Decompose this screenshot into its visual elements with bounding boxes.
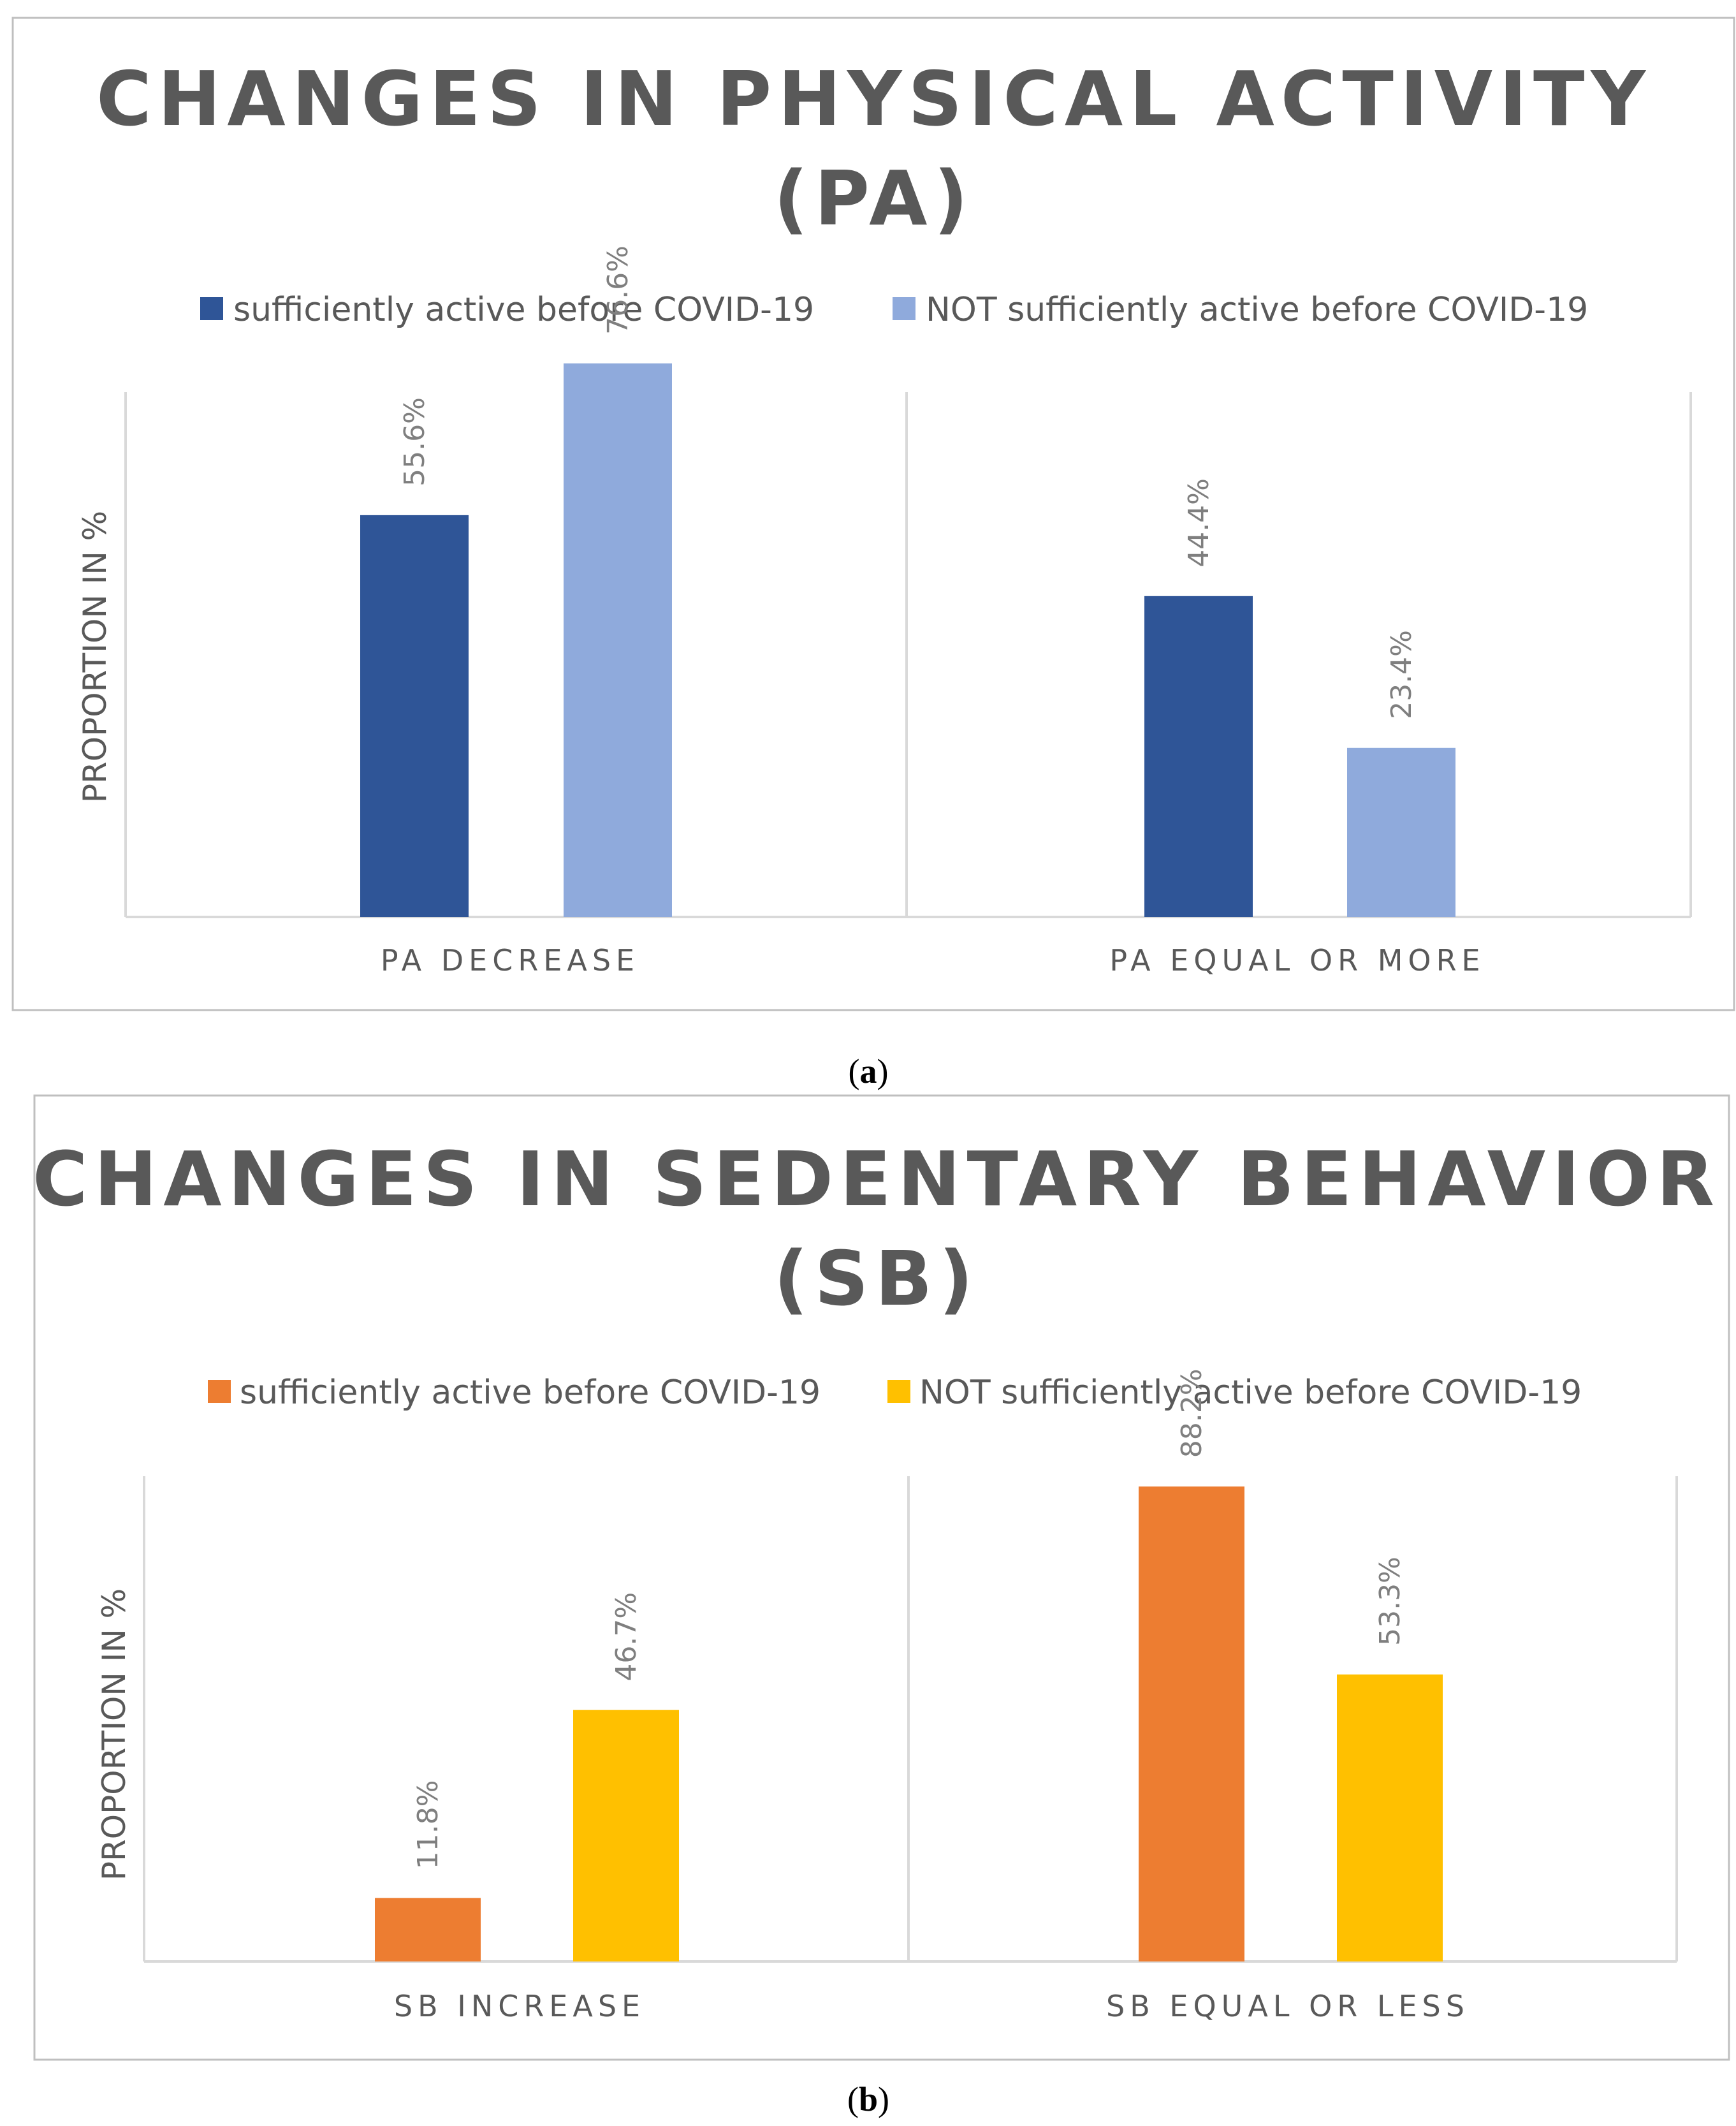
chart-title-b-line-1: CHANGES IN SEDENTARY BEHAVIOR — [33, 1135, 1721, 1223]
legend-label-a-series-1: sufficiently active before COVID-19 — [233, 291, 814, 329]
data-label-b-sb-equal-not-sufficient: 53.3% — [1374, 1557, 1406, 1646]
chart-frame-b — [33, 1094, 1730, 2061]
legend-swatch-a-series-2 — [893, 297, 915, 320]
legend-label-a-series-2: NOT sufficiently active before COVID-19 — [926, 291, 1588, 329]
y-axis-title-b: PROPORTION IN % — [96, 1588, 133, 1880]
data-label-a-pa-decrease-not-sufficient: 76.6% — [602, 246, 634, 335]
category-label-a-1: PA DECREASE — [381, 943, 639, 978]
chart-title-a-line-1: CHANGES IN PHYSICAL ACTIVITY — [96, 55, 1652, 143]
chart-panel-a: CHANGES IN PHYSICAL ACTIVITY (PA) suffic… — [11, 17, 1735, 1011]
data-label-a-pa-decrease-sufficient: 55.6% — [398, 397, 431, 487]
category-label-b-1: SB INCREASE — [394, 1989, 645, 2023]
bar-a-pa-decrease-not-sufficient — [564, 363, 672, 917]
legend-swatch-b-series-2 — [887, 1380, 910, 1403]
bar-a-pa-equal-sufficient — [1144, 596, 1253, 917]
category-label-b-2: SB EQUAL OR LESS — [1106, 1989, 1470, 2023]
bar-a-pa-decrease-sufficient — [360, 515, 469, 917]
chart-title-b-line-2: (SB) — [774, 1235, 980, 1323]
legend-swatch-b-series-1 — [208, 1380, 231, 1403]
data-label-a-pa-equal-not-sufficient: 23.4% — [1385, 630, 1418, 719]
bar-b-sb-equal-sufficient — [1139, 1486, 1244, 1961]
data-label-b-sb-increase-not-sufficient: 46.7% — [610, 1592, 643, 1682]
bar-b-sb-equal-not-sufficient — [1337, 1674, 1443, 1961]
chart-panel-b: CHANGES IN SEDENTARY BEHAVIOR (SB) suffi… — [33, 1094, 1730, 2061]
chart-title-a-line-2: (PA) — [774, 154, 975, 242]
data-label-b-sb-increase-sufficient: 11.8% — [412, 1780, 444, 1870]
legend-label-b-series-2: NOT sufficiently active before COVID-19 — [919, 1374, 1582, 1412]
data-label-b-sb-equal-sufficient: 88.2% — [1176, 1368, 1208, 1458]
bar-b-sb-increase-not-sufficient — [573, 1710, 679, 1961]
bar-b-sb-increase-sufficient — [375, 1898, 481, 1961]
data-label-a-pa-equal-sufficient: 44.4% — [1183, 478, 1215, 568]
subfigure-label-a: (a) — [849, 1052, 889, 1090]
y-axis-title-a: PROPORTION IN % — [77, 511, 113, 803]
legend-label-b-series-1: sufficiently active before COVID-19 — [240, 1374, 821, 1412]
bar-a-pa-equal-not-sufficient — [1347, 747, 1455, 917]
category-label-a-2: PA EQUAL OR MORE — [1109, 943, 1485, 978]
legend-swatch-a-series-1 — [200, 297, 223, 320]
subfigure-label-b: (b) — [847, 2080, 889, 2118]
